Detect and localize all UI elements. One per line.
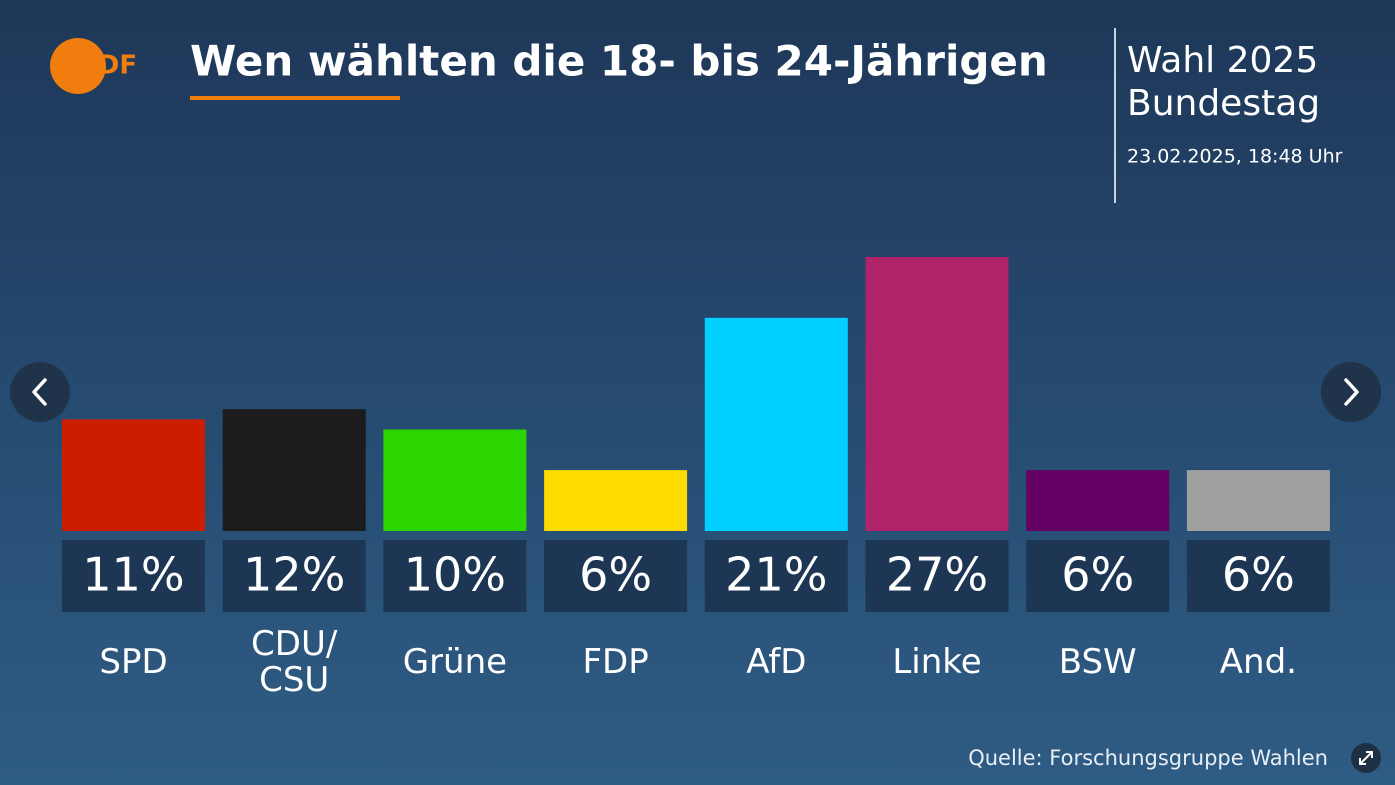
- bar: [62, 419, 205, 531]
- category-label: Linke: [892, 642, 982, 682]
- value-label-bg: [383, 540, 527, 612]
- category-label: SPD: [99, 642, 168, 682]
- prev-icon[interactable]: [32, 378, 47, 406]
- next-button[interactable]: [1321, 362, 1381, 422]
- election: Wahl 2025: [1127, 40, 1318, 81]
- value-label-bg: [222, 540, 366, 612]
- category-label: AfD: [746, 642, 807, 682]
- bar: [1186, 470, 1330, 531]
- timestamp: 23.02.2025, 18:48 Uhr: [1127, 146, 1343, 168]
- bar: [1026, 470, 1170, 531]
- value-label: 27%: [886, 548, 988, 602]
- chart-title: Wen wählten die 18- bis 24-Jährigen: [190, 37, 1048, 86]
- body: Bundestag: [1127, 83, 1320, 124]
- value-label-bg: [1186, 540, 1330, 612]
- category-label: Grüne: [402, 642, 508, 682]
- category-label: FDP: [582, 642, 649, 682]
- bar: [383, 429, 527, 531]
- category-label: And.: [1219, 642, 1297, 682]
- value-label: 12%: [243, 548, 345, 602]
- value-label-bg: [704, 540, 848, 612]
- next-icon[interactable]: [1344, 378, 1359, 406]
- value-label: 10%: [404, 548, 506, 602]
- value-label: 21%: [725, 548, 827, 602]
- logo: ZDF: [79, 51, 137, 81]
- value-label-bg: [544, 540, 688, 612]
- value-label-bg: [865, 540, 1009, 612]
- value-label: 6%: [579, 548, 652, 602]
- logo-mark: [50, 38, 106, 94]
- title-underline: [190, 96, 400, 100]
- bar: [865, 256, 1009, 531]
- value-label: 11%: [82, 548, 184, 602]
- category-label: BSW: [1058, 642, 1137, 682]
- category-label: CDU/ CSU: [251, 624, 338, 700]
- bar: [222, 409, 366, 531]
- value-label-bg: [62, 540, 205, 612]
- expand-button[interactable]: [1351, 743, 1381, 773]
- source: Quelle: Forschungsgruppe Wahlen: [968, 746, 1328, 770]
- value-label: 6%: [1061, 548, 1134, 602]
- next-button-bg[interactable]: [1321, 362, 1381, 422]
- bar: [544, 470, 688, 531]
- value-label-bg: [1026, 540, 1170, 612]
- prev-button-bg[interactable]: [10, 362, 70, 422]
- bar: [704, 317, 848, 531]
- prev-button[interactable]: [10, 362, 70, 422]
- expand-icon[interactable]: [1359, 751, 1373, 765]
- value-label: 6%: [1222, 548, 1295, 602]
